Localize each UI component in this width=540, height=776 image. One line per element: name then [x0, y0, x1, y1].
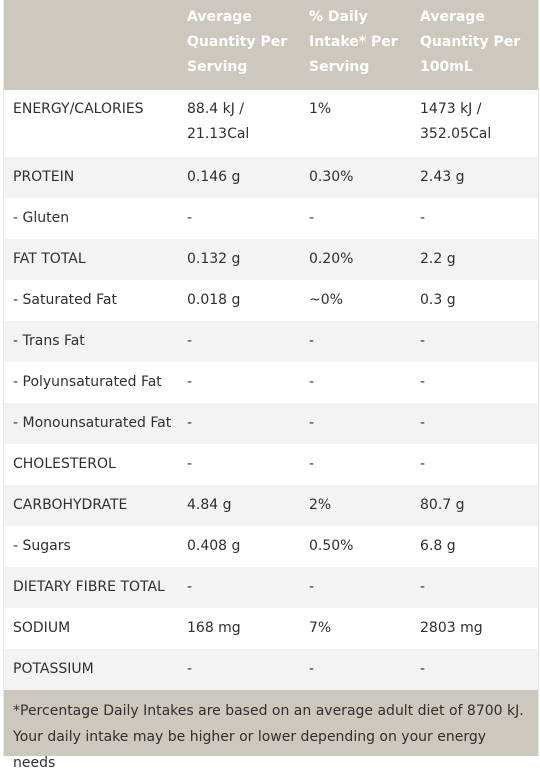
daily-intake-value: 0.30% — [309, 169, 354, 185]
nutrient-name: POTASSIUM — [13, 661, 94, 677]
daily-intake-value: 0.50% — [309, 538, 354, 554]
nutrient-name: FAT TOTAL — [13, 251, 86, 267]
daily-intake-value: - — [309, 415, 315, 431]
per-100ml-value: 2.43 g — [420, 169, 465, 185]
daily-intake-value: - — [309, 333, 315, 349]
table-row: SODIUM 168 mg 7% 2803 mg — [4, 608, 538, 649]
daily-intake-value: - — [309, 579, 315, 595]
nutrient-name: - Sugars — [13, 538, 71, 554]
nutrient-name: - Monounsaturated Fat — [13, 415, 172, 431]
table-row: POTASSIUM - - - — [4, 649, 538, 690]
table-row: - Monounsaturated Fat - - - — [4, 403, 538, 444]
per-100ml-value: 80.7 g — [420, 497, 465, 513]
per-serving-value: - — [187, 333, 193, 349]
nutrient-name: - Polyunsaturated Fat — [13, 374, 162, 390]
per-serving-value: - — [187, 415, 193, 431]
daily-intake-value: - — [309, 456, 315, 472]
per-100ml-value: 1473 kJ / 352.05Cal — [420, 101, 492, 142]
table-row: ENERGY/CALORIES 88.4 kJ / 21.13Cal 1% 14… — [4, 90, 538, 157]
daily-intake-value: - — [309, 661, 315, 677]
nutrition-table: Average Quantity Per Serving % Daily Int… — [3, 0, 539, 771]
per-100ml-value: - — [420, 661, 426, 677]
nutrient-name: DIETARY FIBRE TOTAL — [13, 579, 165, 595]
header-cell-daily-intake: % Daily Intake* Per Serving — [309, 9, 398, 75]
table-row: PROTEIN 0.146 g 0.30% 2.43 g — [4, 157, 538, 198]
per-serving-value: 4.84 g — [187, 497, 232, 513]
table-row: FAT TOTAL 0.132 g 0.20% 2.2 g — [4, 239, 538, 280]
per-serving-value: - — [187, 579, 193, 595]
nutrient-name: - Saturated Fat — [13, 292, 117, 308]
table-row: - Sugars 0.408 g 0.50% 6.8 g — [4, 526, 538, 567]
nutrient-name: CHOLESTEROL — [13, 456, 116, 472]
daily-intake-value: 7% — [309, 620, 332, 636]
table-row: - Trans Fat - - - — [4, 321, 538, 362]
per-100ml-value: 2.2 g — [420, 251, 456, 267]
nutrient-name: CARBOHYDRATE — [13, 497, 128, 513]
per-100ml-value: - — [420, 579, 426, 595]
daily-intake-footnote: *Percentage Daily Intakes are based on a… — [4, 690, 538, 771]
per-100ml-value: - — [420, 210, 426, 226]
nutrient-name: - Trans Fat — [13, 333, 85, 349]
table-row: DIETARY FIBRE TOTAL - - - — [4, 567, 538, 608]
daily-intake-value: ~0% — [309, 292, 343, 308]
per-100ml-value: 6.8 g — [420, 538, 456, 554]
per-100ml-value: - — [420, 374, 426, 390]
daily-intake-value: 1% — [309, 101, 332, 117]
per-serving-value: 0.018 g — [187, 292, 241, 308]
table-header-row: Average Quantity Per Serving % Daily Int… — [4, 0, 538, 90]
nutrient-name: ENERGY/CALORIES — [13, 101, 144, 117]
nutrient-name: PROTEIN — [13, 169, 75, 185]
per-serving-value: 0.132 g — [187, 251, 241, 267]
daily-intake-value: 0.20% — [309, 251, 354, 267]
table-row: - Polyunsaturated Fat - - - — [4, 362, 538, 403]
per-100ml-value: - — [420, 333, 426, 349]
per-100ml-value: - — [420, 456, 426, 472]
per-serving-value: 0.408 g — [187, 538, 241, 554]
per-100ml-value: 2803 mg — [420, 620, 483, 636]
table-row: - Gluten - - - — [4, 198, 538, 239]
header-cell-per-serving: Average Quantity Per Serving — [187, 9, 288, 75]
table-row: CARBOHYDRATE 4.84 g 2% 80.7 g — [4, 485, 538, 526]
per-serving-value: 168 mg — [187, 620, 241, 636]
per-serving-value: - — [187, 456, 193, 472]
per-serving-value: - — [187, 210, 193, 226]
per-serving-value: - — [187, 374, 193, 390]
per-serving-value: 88.4 kJ / 21.13Cal — [187, 101, 250, 142]
table-row: - Saturated Fat 0.018 g ~0% 0.3 g — [4, 280, 538, 321]
per-serving-value: - — [187, 661, 193, 677]
daily-intake-value: 2% — [309, 497, 332, 513]
table-row: CHOLESTEROL - - - — [4, 444, 538, 485]
per-100ml-value: 0.3 g — [420, 292, 456, 308]
nutrient-name: SODIUM — [13, 620, 71, 636]
per-serving-value: 0.146 g — [187, 169, 241, 185]
daily-intake-value: - — [309, 210, 315, 226]
nutrient-name: - Gluten — [13, 210, 70, 226]
header-cell-per-100ml: Average Quantity Per 100mL — [420, 9, 521, 75]
per-100ml-value: - — [420, 415, 426, 431]
daily-intake-value: - — [309, 374, 315, 390]
